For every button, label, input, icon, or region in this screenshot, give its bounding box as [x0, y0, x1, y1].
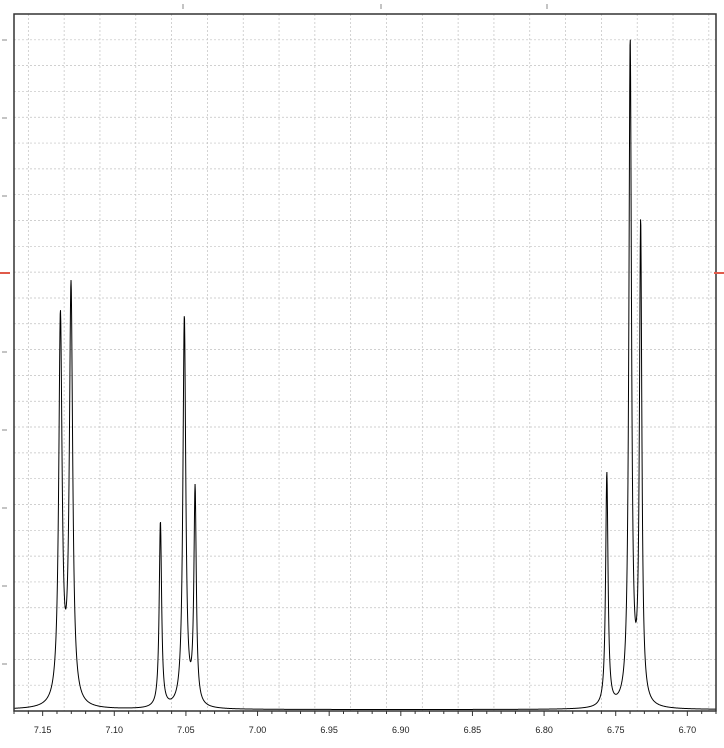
x-tick-label: 6.95	[320, 725, 338, 735]
x-tick-label: 7.05	[177, 725, 195, 735]
x-tick-label: 6.75	[607, 725, 625, 735]
grid-lines	[14, 13, 716, 711]
x-tick-label: 7.10	[106, 725, 124, 735]
x-tick-label: 6.85	[464, 725, 482, 735]
x-tick-label: 7.15	[34, 725, 52, 735]
outer-tick-marks	[2, 4, 548, 665]
spectrum-line	[13, 39, 716, 710]
x-tick-label: 6.80	[535, 725, 553, 735]
x-tick-label: 6.90	[392, 725, 410, 735]
x-tick-label: 6.70	[679, 725, 697, 735]
x-axis: 7.15 7.10 7.05 7.00 6.95 6.90 6.85 6.80 6.75 6.70	[13, 711, 717, 735]
plot-frame	[13, 13, 717, 712]
x-tick-label: 7.00	[249, 725, 267, 735]
